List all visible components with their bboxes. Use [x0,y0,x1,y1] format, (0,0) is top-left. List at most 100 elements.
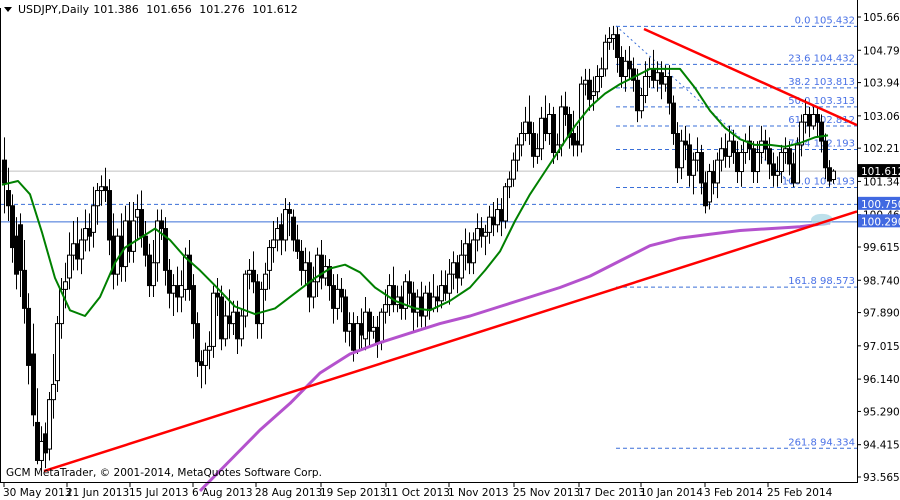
fibo-diagonal [615,25,796,188]
candle [47,392,52,461]
candle [407,270,412,305]
candle-body-bull [59,288,64,325]
candle [443,270,448,301]
candle-body-bear [711,171,716,184]
candle [335,274,340,320]
dropdown-triangle-icon[interactable] [4,7,12,12]
candle-body-bear [35,421,40,461]
candle-body-bull [591,91,596,97]
candle [83,209,88,252]
candle-body-bear [235,311,240,340]
price-tick-label: 99.615 [863,242,900,254]
candle-body-bull [511,159,516,180]
candle [211,285,216,358]
trendline-resistance[interactable] [643,27,858,127]
candle [819,114,824,153]
candle-body-bull [775,171,780,176]
price-tick-label: 104.790 [863,45,900,57]
candle [547,103,552,145]
time-tick-label: 25 Nov 2013 [513,487,580,499]
candle-body-bear [787,148,792,165]
candle-body-bear [531,133,536,157]
time-tick-label: 6 Aug 2013 [192,487,253,499]
time-tick-label: 1 Nov 2013 [448,487,509,499]
candle [31,323,36,427]
candle-body-bull [203,349,208,366]
candle-body-bear [167,269,172,294]
price-tag-label: 100.750 [861,199,900,211]
candle [2,137,7,214]
candle [643,61,648,104]
candle [551,106,556,164]
candle-body-bear [331,285,336,309]
candle-body-bull [519,133,524,146]
candle-body-bear [687,144,692,176]
candle-body-bear [683,140,688,146]
candle-body-bear [771,163,776,176]
candle-body-bull [559,106,564,146]
trendline-support[interactable] [43,210,858,473]
candle [675,122,680,183]
candle-body-bear [163,228,168,271]
candle [775,156,780,187]
candle [611,25,616,50]
time-tick-label: 21 Jun 2013 [66,487,129,499]
candle-body-bear [107,190,112,241]
candle [131,201,136,263]
candle-body-bull [611,34,616,39]
price-tick-label: 96.140 [863,374,900,386]
candle-body-bear [723,148,728,157]
candle [239,308,244,347]
candle-body-bull [335,288,340,309]
candle-body-bear [159,220,164,230]
chart-title-bar: USDJPY,Daily 101.386 101.656 101.276 101… [4,3,302,16]
candle-body-bull [211,292,216,347]
price-tick-label: 93.565 [863,472,900,484]
candle [203,342,208,385]
candle [159,209,164,240]
candle-body-bull [239,315,244,340]
candle [427,281,432,320]
candle [447,258,452,305]
moving-average-fast [1,67,829,317]
candle-body-bull [719,148,724,161]
candle-body-bear [195,323,200,363]
candle-body-bear [815,114,820,123]
price-tick-label: 102.215 [863,143,900,155]
candle-body-bear [791,163,796,184]
candle-body-bear [10,205,15,249]
candle-body-bull [523,121,528,135]
candle-body-bull [607,37,612,43]
time-tick-label: 28 Aug 2013 [255,487,322,499]
candle-body-bear [75,243,80,260]
price-tag-label: 100.290 [861,216,900,228]
candle-body-bull [79,239,84,260]
candle [6,167,11,221]
candle [319,239,324,290]
candle-body-bear [527,121,532,135]
candle [783,137,788,164]
candle-body-bear [819,121,824,142]
trendlines[interactable] [43,27,858,473]
candle [487,205,492,244]
candle-body-bull [415,296,420,313]
candle [755,141,760,183]
candle-body-bear [419,296,424,317]
price-tag [858,214,900,228]
candle-body-bear [571,133,576,146]
candle-body-bear [731,140,736,154]
candle-body-bull [179,285,184,298]
candle-body-bull [487,216,492,233]
candle-body-bull [599,68,604,77]
candle [327,258,332,301]
candle-body-bull [259,288,264,325]
candle-body-bear [287,209,292,214]
ohlc-values: 101.386 101.656 101.276 101.612 [93,3,302,16]
candle-body-bull [811,114,816,127]
candle-body-bull [715,159,720,184]
candle-body-bull [759,140,764,154]
candle-body-bull [423,292,428,317]
candle [287,201,292,237]
